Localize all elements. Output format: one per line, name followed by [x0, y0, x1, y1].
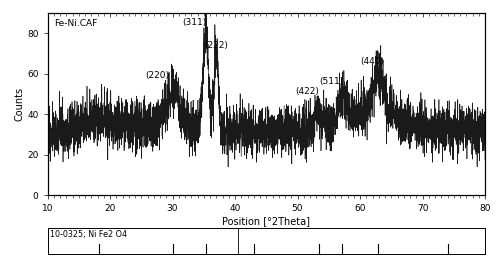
- Text: (311): (311): [182, 18, 206, 27]
- Text: 10-0325; Ni Fe2 O4: 10-0325; Ni Fe2 O4: [50, 230, 126, 239]
- Text: Fe-Ni.CAF: Fe-Ni.CAF: [54, 19, 98, 28]
- Text: (222): (222): [204, 41, 228, 50]
- Text: (511): (511): [320, 77, 344, 86]
- Text: (220): (220): [145, 71, 169, 80]
- Y-axis label: Counts: Counts: [14, 87, 24, 121]
- X-axis label: Position [°2Theta]: Position [°2Theta]: [222, 216, 310, 226]
- Text: (440): (440): [360, 57, 384, 66]
- Text: (422): (422): [295, 87, 319, 96]
